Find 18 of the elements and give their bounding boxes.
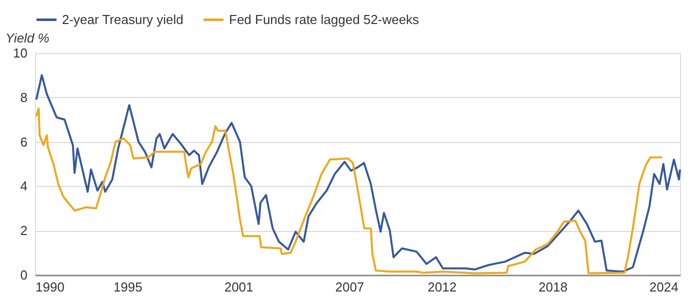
x-tick-label: 2018 [538, 280, 568, 294]
legend-label: Fed Funds rate lagged 52-weeks [229, 12, 420, 27]
y-axis-title: Yield % [6, 30, 50, 46]
y-tick-label: 6 [20, 134, 28, 150]
y-tick-label: 10 [13, 46, 28, 60]
x-tick-label: 2012 [428, 280, 457, 294]
x-tick-label: 1990 [36, 280, 64, 294]
x-tick-label: 2007 [335, 280, 364, 294]
y-tick-label: 8 [20, 90, 28, 105]
x-tick-label: 2001 [224, 280, 254, 294]
line-series [35, 74, 681, 273]
y-tick-label: 4 [20, 178, 28, 194]
line-series [35, 108, 664, 274]
x-tick-label: 2024 [649, 280, 678, 294]
y-tick-label: 2 [20, 223, 28, 238]
y-tick-label: 0 [20, 268, 28, 282]
x-tick-label: 1995 [113, 280, 142, 294]
legend-label: 2-year Treasury yield [62, 12, 184, 27]
